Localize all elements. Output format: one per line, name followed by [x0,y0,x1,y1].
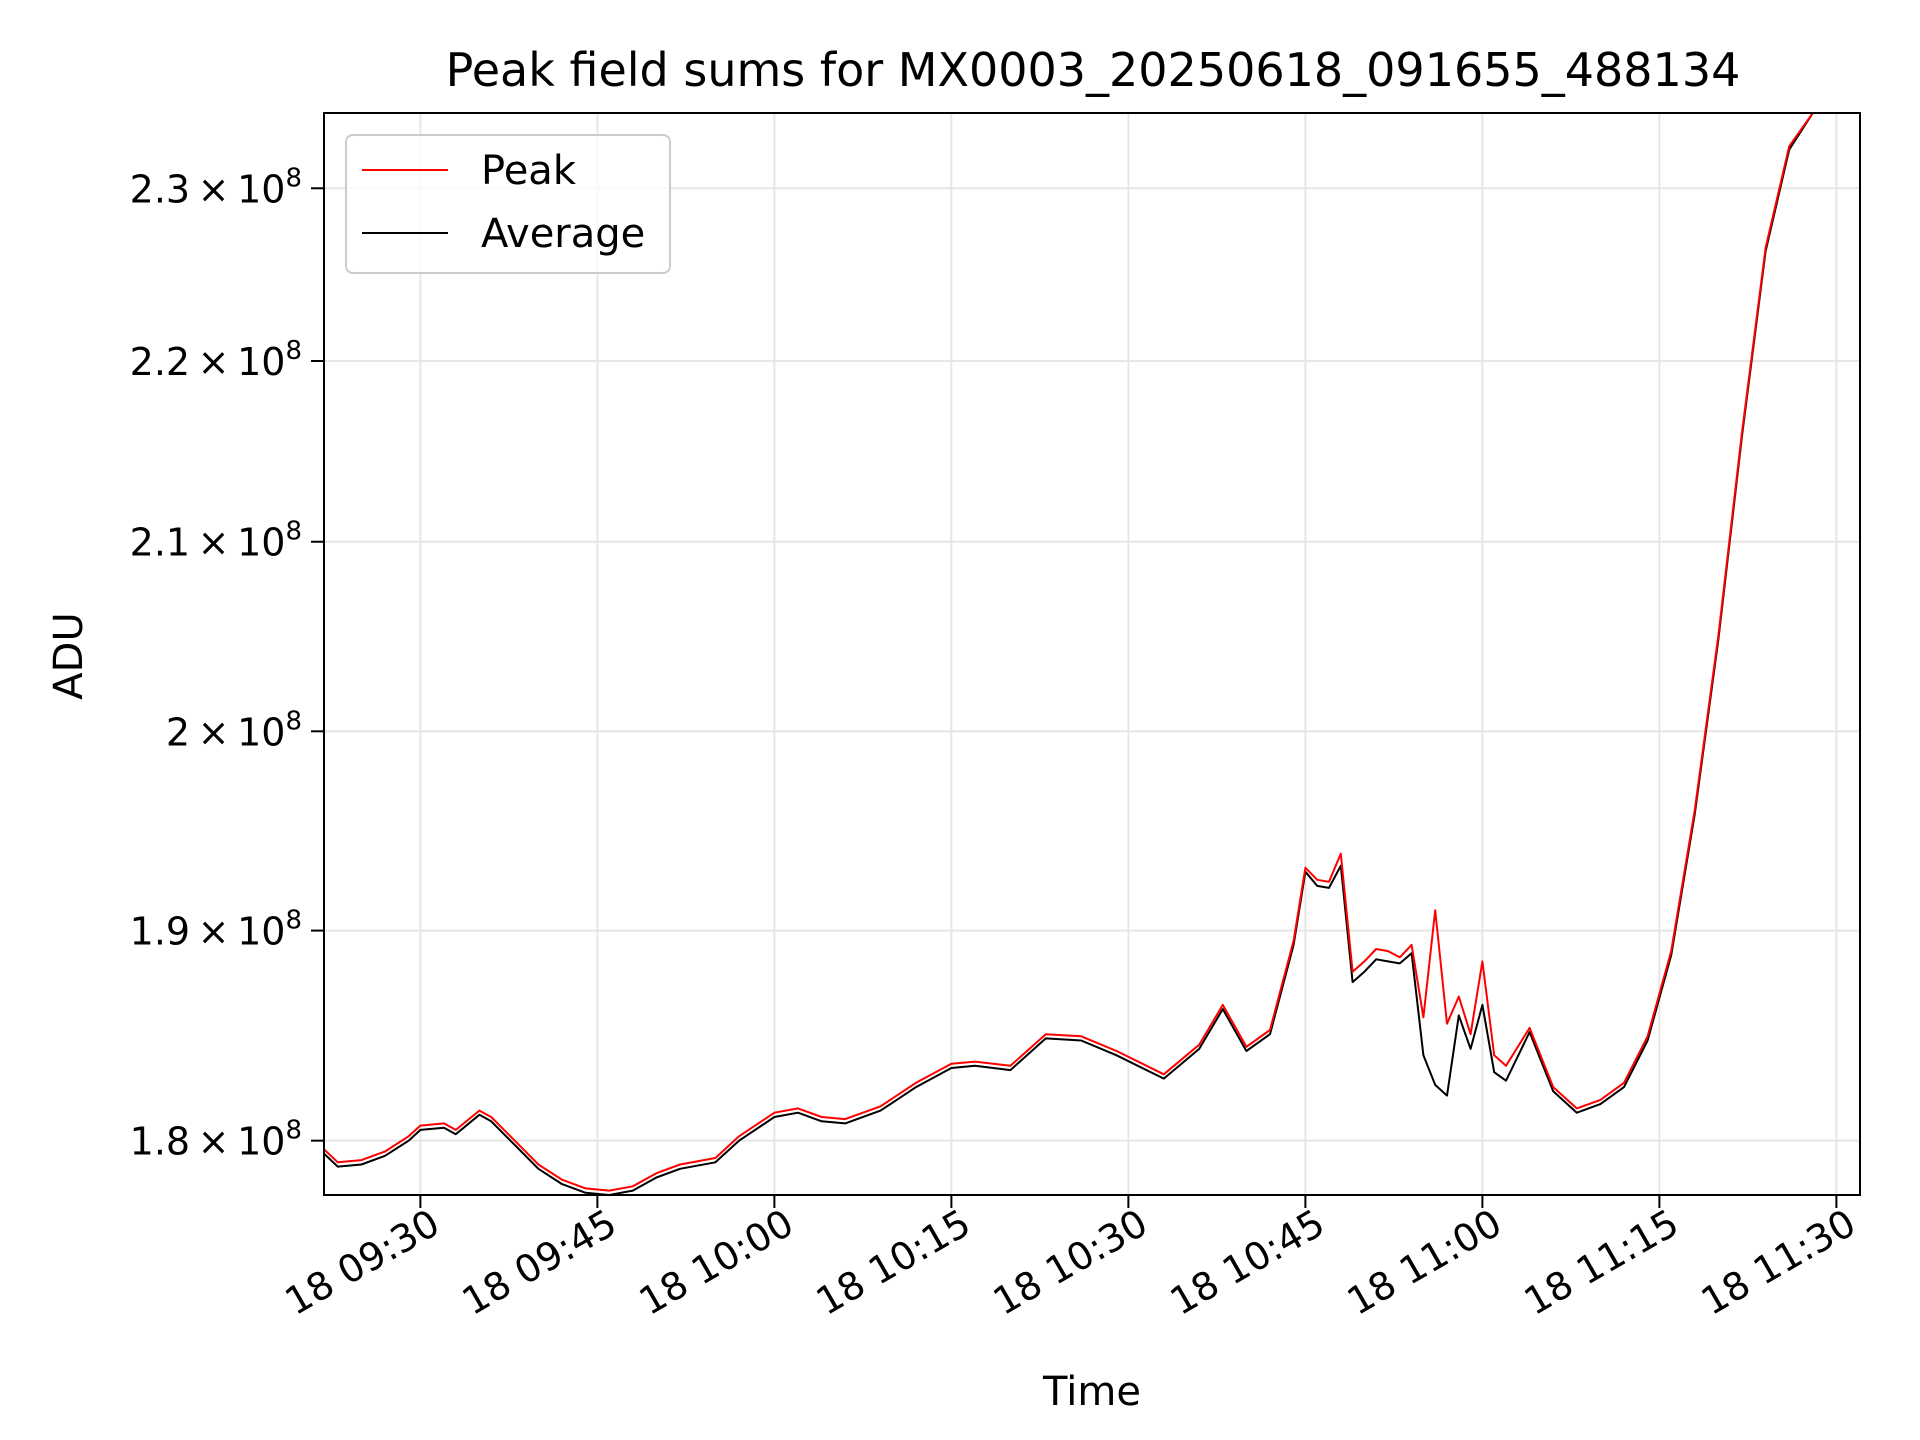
y-tick-base: 10 [237,340,285,384]
y-tick-mantissa: 2.1 × [130,521,237,565]
y-tick-mantissa: 1.8 × [130,1120,237,1164]
y-tick-mantissa: 2 × [166,710,237,754]
plot-frame [323,112,1861,1196]
y-tick-label: 2 × 108 [166,706,302,754]
y-tick-label: 2.2 × 108 [130,336,302,384]
y-tick-exponent: 8 [285,1116,302,1146]
y-tick-base: 10 [237,1120,285,1164]
y-tick-label: 2.1 × 108 [130,517,302,565]
series-line-peak [324,113,1814,1192]
y-tick-base: 10 [237,910,285,954]
grid [324,113,1860,1195]
series-lines [324,113,1814,1195]
y-tick-mantissa: 2.2 × [130,340,237,384]
series-line-average [324,113,1814,1195]
chart-title: Peak field sums for MX0003_20250618_0916… [446,43,1741,97]
y-tick-base: 10 [237,167,285,211]
y-tick-base: 10 [237,521,285,565]
legend-label-average: Average [481,211,645,257]
y-tick-mantissa: 1.9 × [130,910,237,954]
x-axis-label: Time [1042,1369,1141,1415]
y-tick-exponent: 8 [285,706,302,736]
legend-label-peak: Peak [481,148,577,194]
y-tick-base: 10 [237,710,285,754]
y-tick-mantissa: 2.3 × [130,167,237,211]
y-tick-label: 1.9 × 108 [130,906,302,954]
y-tick-label: 1.8 × 108 [130,1116,302,1164]
y-axis-label: ADU [46,612,92,699]
y-tick-exponent: 8 [285,906,302,936]
y-tick-exponent: 8 [285,163,302,193]
y-tick-label: 2.3 × 108 [130,163,302,211]
legend: Peak Average [345,134,671,274]
y-tick-exponent: 8 [285,336,302,366]
y-tick-exponent: 8 [285,517,302,547]
